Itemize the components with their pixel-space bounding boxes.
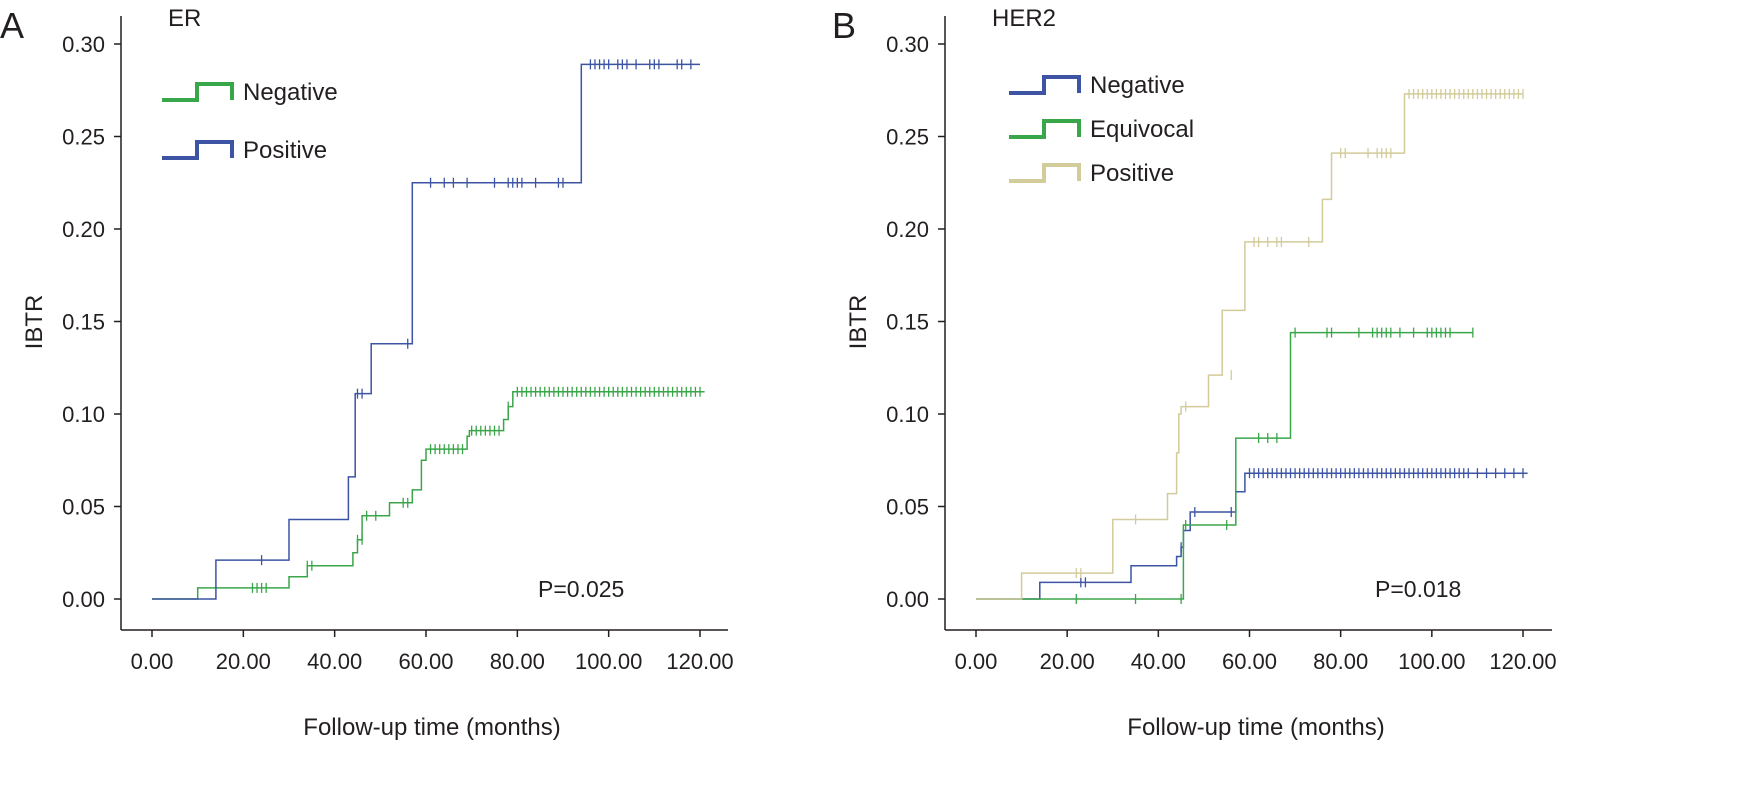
x-tick-label: 60.00 bbox=[1222, 649, 1277, 674]
y-tick-label: 0.20 bbox=[886, 217, 929, 242]
x-tick-label: 0.00 bbox=[955, 649, 998, 674]
x-tick-label: 60.00 bbox=[398, 649, 453, 674]
series-line-positive bbox=[976, 93, 1523, 600]
x-tick-label: 40.00 bbox=[307, 649, 362, 674]
p-value-annotation: P=0.018 bbox=[1375, 576, 1461, 602]
y-tick-label: 0.15 bbox=[62, 310, 105, 335]
y-tick-label: 0.20 bbox=[62, 217, 105, 242]
axes: 0.00 0.05 0.10 0.15 0.20 0.25 0.30 0.00 20.00 40.… bbox=[62, 16, 734, 674]
x-axis-label: Follow-up time (months) bbox=[1127, 714, 1384, 741]
y-tick-label: 0.10 bbox=[62, 402, 105, 427]
x-tick-label: 20.00 bbox=[1040, 649, 1095, 674]
legend-swatch bbox=[162, 82, 234, 102]
plot-area bbox=[152, 59, 705, 600]
legend-swatch bbox=[1009, 163, 1081, 183]
x-tick-label: 20.00 bbox=[216, 649, 271, 674]
legend-label: Negative bbox=[243, 79, 338, 106]
panel-title: ER bbox=[168, 5, 201, 32]
legend-swatch bbox=[1009, 75, 1081, 95]
panel-a-er: A ER IBTR Follow-up time (months) P=0.02… bbox=[0, 5, 734, 741]
x-tick-label: 100.00 bbox=[1398, 649, 1465, 674]
x-tick-label: 80.00 bbox=[490, 649, 545, 674]
y-tick-label: 0.05 bbox=[62, 495, 105, 520]
series-line-positive bbox=[152, 63, 700, 600]
panel-label: B bbox=[832, 5, 856, 46]
legend-label: Positive bbox=[243, 137, 327, 164]
y-axis-label: IBTR bbox=[21, 295, 48, 350]
plot-area bbox=[976, 88, 1528, 604]
y-tick-label: 0.00 bbox=[886, 587, 929, 612]
y-tick-label: 0.25 bbox=[886, 125, 929, 150]
axes: 0.00 0.05 0.10 0.15 0.20 0.25 0.30 0.00 20.00 40.… bbox=[886, 16, 1557, 674]
y-tick-label: 0.30 bbox=[62, 32, 105, 57]
y-tick-label: 0.15 bbox=[886, 310, 929, 335]
legend: Negative Positive bbox=[162, 79, 338, 164]
series-line-equivocal bbox=[976, 331, 1473, 600]
x-tick-label: 0.00 bbox=[131, 649, 174, 674]
p-value-annotation: P=0.025 bbox=[538, 576, 624, 602]
x-axis-label: Follow-up time (months) bbox=[303, 714, 560, 741]
legend-swatch bbox=[1009, 119, 1081, 139]
legend-label: Negative bbox=[1090, 72, 1185, 99]
x-tick-label: 80.00 bbox=[1313, 649, 1368, 674]
x-tick-label: 40.00 bbox=[1131, 649, 1186, 674]
panel-title: HER2 bbox=[992, 5, 1056, 32]
legend-label: Equivocal bbox=[1090, 116, 1194, 143]
series-line-negative bbox=[152, 391, 705, 600]
panel-label: A bbox=[0, 5, 24, 46]
y-tick-label: 0.05 bbox=[886, 495, 929, 520]
legend-swatch bbox=[162, 140, 234, 160]
panel-b-her2: B HER2 IBTR Follow-up time (months) P=0.… bbox=[832, 5, 1557, 741]
x-tick-label: 100.00 bbox=[575, 649, 642, 674]
y-axis-label: IBTR bbox=[845, 295, 872, 350]
y-tick-label: 0.30 bbox=[886, 32, 929, 57]
y-tick-label: 0.25 bbox=[62, 125, 105, 150]
y-tick-label: 0.00 bbox=[62, 587, 105, 612]
x-tick-label: 120.00 bbox=[666, 649, 733, 674]
legend: Negative Equivocal Positive bbox=[1009, 72, 1194, 187]
x-tick-label: 120.00 bbox=[1489, 649, 1556, 674]
legend-label: Positive bbox=[1090, 160, 1174, 187]
y-tick-label: 0.10 bbox=[886, 402, 929, 427]
